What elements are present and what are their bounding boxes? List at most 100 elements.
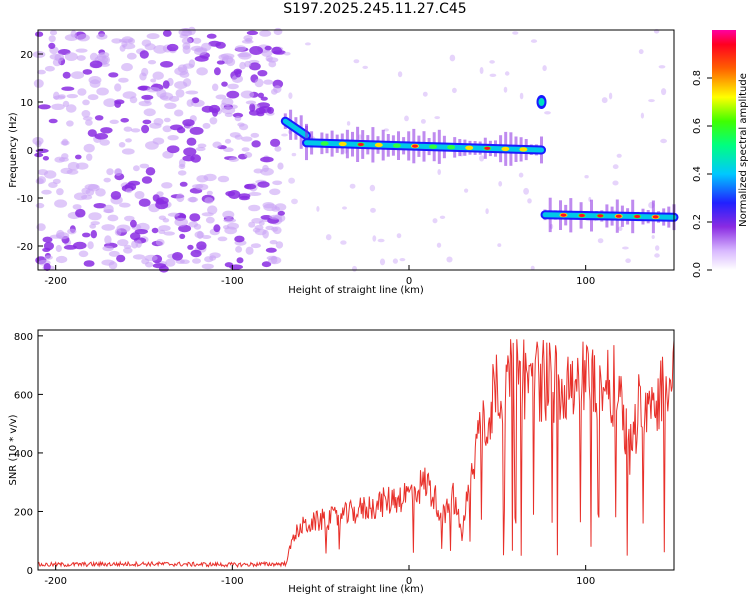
noise-blob: [36, 223, 46, 232]
noise-blob: [192, 258, 201, 264]
noise-blob: [215, 41, 226, 49]
noise-blob: [218, 54, 230, 61]
noise-blob: [58, 157, 69, 162]
track-hotspot: [429, 144, 438, 149]
noise-blob: [158, 225, 171, 232]
track-hotspot: [501, 146, 510, 152]
spectrogram-noise: [32, 26, 667, 273]
noise-blob: [186, 137, 197, 146]
noise-blob: [78, 250, 89, 258]
noise-blob: [73, 192, 88, 201]
noise-blob: [62, 100, 70, 107]
noise-blob: [167, 135, 179, 141]
noise-blob: [277, 162, 284, 170]
noise-blob: [201, 263, 214, 270]
noise-blob: [231, 74, 243, 83]
noise-blob: [75, 162, 89, 170]
noise-blob: [254, 225, 264, 230]
noise-blob: [83, 260, 95, 267]
noise-blob: [272, 226, 282, 235]
noise-speck: [530, 39, 538, 43]
noise-blob: [222, 210, 235, 219]
noise-blob: [167, 212, 180, 217]
noise-blob: [178, 224, 192, 233]
noise-blob: [185, 90, 199, 95]
noise-speck: [584, 175, 589, 179]
noise-blob: [224, 262, 234, 268]
noise-blob: [260, 96, 268, 101]
spectrogram-x-tick-label: -200: [44, 276, 67, 287]
noise-blob: [254, 78, 264, 88]
noise-blob: [48, 118, 58, 124]
track-hotspot: [320, 141, 329, 146]
noise-blob: [155, 200, 169, 210]
snr-panel: -200 -100 0 100 0 200 400 600 800 Height of stra…: [8, 329, 675, 595]
noise-blob: [168, 95, 180, 102]
spectrogram-x-tick-label: -100: [221, 276, 244, 287]
noise-blob: [212, 108, 218, 117]
noise-blob: [49, 30, 58, 36]
noise-blob: [179, 181, 188, 187]
noise-blob: [209, 252, 221, 259]
noise-blob: [107, 214, 119, 222]
noise-blob: [182, 28, 191, 34]
noise-blob: [43, 263, 51, 271]
noise-blob: [77, 88, 87, 96]
noise-blob: [145, 141, 159, 150]
track-peak: [597, 214, 604, 218]
noise-speck: [625, 258, 631, 264]
noise-blob: [94, 133, 109, 140]
noise-blob: [251, 140, 261, 148]
track-peak: [484, 146, 491, 150]
noise-blob: [89, 79, 101, 88]
spectrogram-y-tick-label: 0: [27, 146, 33, 157]
noise-blob: [145, 167, 156, 176]
noise-blob: [87, 94, 99, 101]
noise-blob: [248, 192, 262, 196]
noise-blob: [56, 188, 64, 196]
noise-blob: [259, 30, 272, 37]
colorbar-ticks: 0.0 0.2 0.4 0.6 0.8: [692, 70, 712, 278]
noise-blob: [223, 218, 237, 223]
noise-speck: [288, 92, 293, 99]
noise-blob: [212, 83, 219, 92]
noise-blob: [265, 55, 273, 62]
noise-blob: [166, 43, 179, 52]
noise-blob: [241, 147, 250, 152]
noise-blob: [240, 90, 255, 99]
noise-blob: [118, 142, 126, 148]
noise-blob: [197, 143, 207, 149]
noise-blob: [264, 45, 272, 51]
noise-blob: [189, 126, 204, 135]
noise-blob: [33, 79, 44, 88]
noise-blob: [35, 202, 45, 209]
noise-blob: [244, 152, 253, 158]
noise-blob: [103, 209, 114, 214]
noise-speck: [362, 65, 369, 69]
noise-speck: [638, 49, 644, 55]
noise-blob: [75, 154, 82, 160]
track-hotspot: [447, 145, 456, 150]
noise-blob: [76, 55, 86, 61]
noise-speck: [420, 119, 426, 124]
noise-blob: [236, 257, 244, 264]
noise-blob: [96, 33, 108, 40]
noise-speck: [291, 152, 297, 157]
noise-blob: [62, 71, 71, 79]
noise-blob: [99, 139, 110, 146]
noise-speck: [316, 206, 320, 212]
noise-blob: [274, 203, 287, 212]
noise-speck: [452, 87, 457, 94]
noise-blob: [123, 244, 132, 249]
noise-blob: [153, 45, 167, 54]
noise-speck: [616, 153, 622, 158]
noise-blob: [272, 180, 283, 186]
noise-blob: [141, 176, 153, 184]
snr-y-tick-label: 800: [14, 332, 33, 343]
noise-blob: [87, 241, 94, 250]
noise-blob: [88, 212, 102, 221]
noise-blob: [162, 29, 172, 37]
